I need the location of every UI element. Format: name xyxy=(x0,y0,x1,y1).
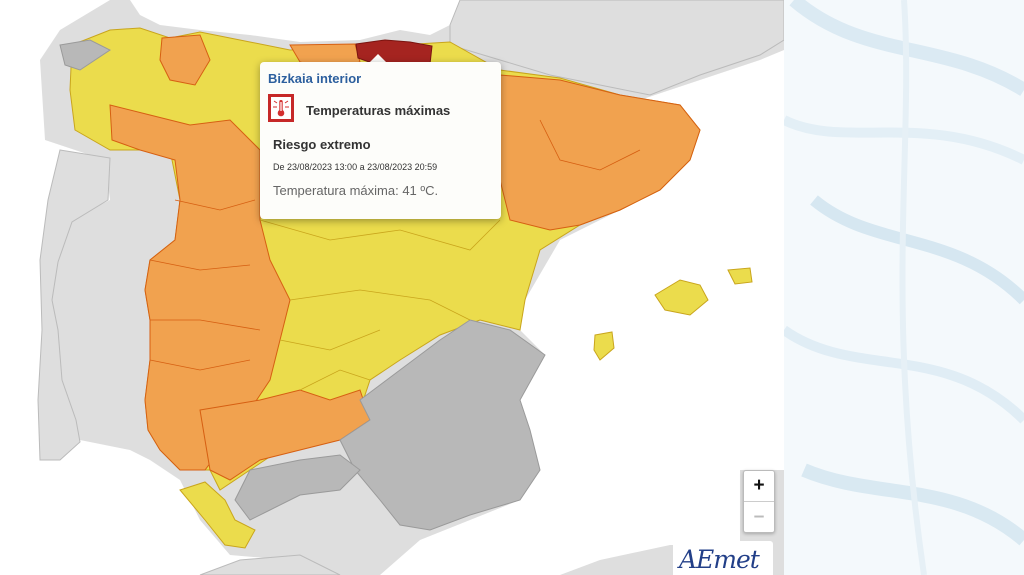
region-no-warning-east xyxy=(339,319,546,531)
aemet-logo-text: AEmet xyxy=(679,545,760,574)
popup-phenomenon: Temperaturas máximas xyxy=(306,103,451,118)
region-orange-northwest xyxy=(159,34,211,86)
region-ibiza xyxy=(593,331,615,361)
zoom-control: + – xyxy=(743,470,775,533)
popup-risk-level: Riesgo extremo xyxy=(273,137,371,152)
region-boundary xyxy=(259,219,501,391)
warning-popup: Bizkaia interior Temperaturas máximas Ri… xyxy=(260,62,501,219)
region-yellow-cadiz xyxy=(179,481,256,549)
region-no-warning-galicia xyxy=(59,39,111,71)
region-boundary xyxy=(149,119,641,371)
sea-area xyxy=(380,50,784,575)
popup-pointer xyxy=(369,54,387,63)
region-menorca xyxy=(727,267,753,285)
popup-description: Temperatura máxima: 41 ºC. xyxy=(273,183,439,198)
sea-area xyxy=(130,0,460,42)
sea-area xyxy=(0,0,330,575)
zoom-out-button[interactable]: – xyxy=(753,506,765,527)
popup-zone-title: Bizkaia interior xyxy=(268,71,362,86)
region-no-warning-south xyxy=(234,454,361,521)
region-mallorca xyxy=(654,279,709,316)
portugal-land xyxy=(37,149,111,461)
popup-dates: De 23/08/2023 13:00 a 23/08/2023 20:59 xyxy=(273,162,438,172)
map-canvas[interactable] xyxy=(0,0,784,575)
africa-land xyxy=(199,554,341,575)
region-orange-northeast xyxy=(499,74,701,231)
side-panel-background xyxy=(784,0,1024,575)
thermometer-icon xyxy=(268,94,294,122)
zoom-in-button[interactable]: + xyxy=(744,471,774,502)
warning-map[interactable]: Bizkaia interior Temperaturas máximas Ri… xyxy=(0,0,784,575)
aemet-logo[interactable]: AEmet xyxy=(673,541,773,575)
decorative-background xyxy=(784,0,1024,575)
